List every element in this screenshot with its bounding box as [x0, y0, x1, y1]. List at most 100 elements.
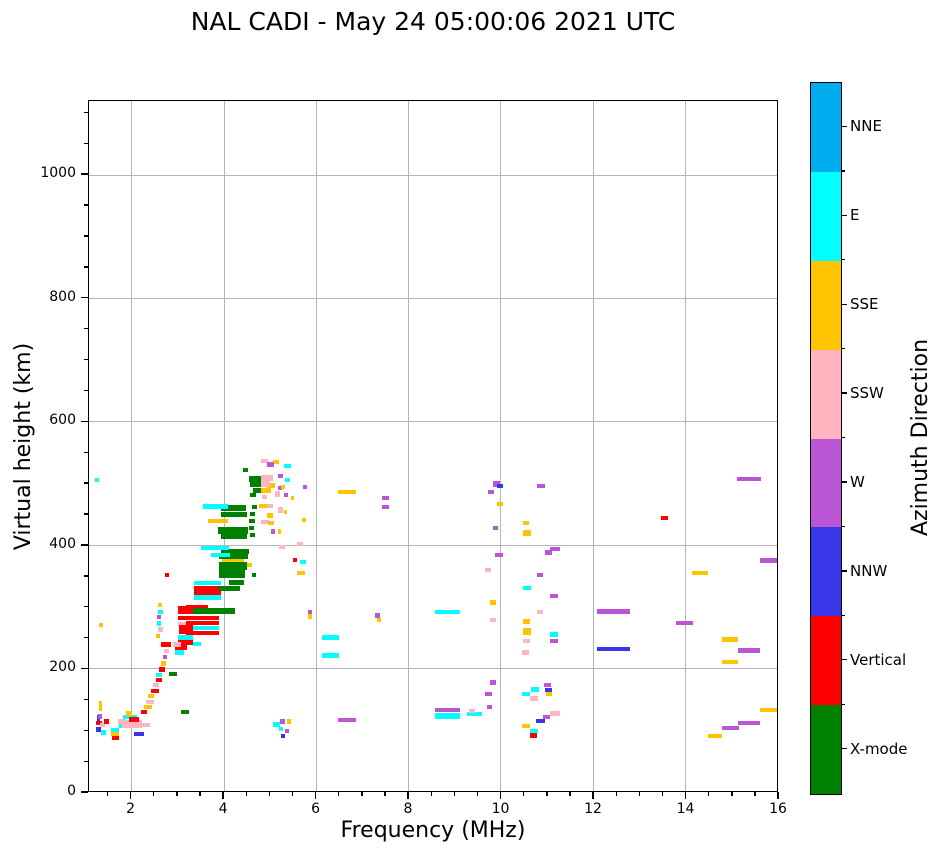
data-point: [522, 628, 531, 635]
data-point: [522, 520, 529, 526]
x-tick-label: 6: [311, 801, 320, 817]
colorbar-segment-nnw: [811, 527, 841, 617]
data-point: [172, 642, 181, 647]
data-point: [175, 645, 188, 650]
x-minor-tick: [523, 792, 525, 796]
data-point: [277, 506, 283, 514]
y-minor-tick: [84, 606, 88, 608]
x-minor-tick: [638, 792, 641, 796]
y-tick: [81, 791, 88, 793]
data-point: [521, 650, 529, 655]
y-gridline: [89, 298, 777, 300]
data-point: [177, 621, 186, 627]
y-tick: [81, 420, 88, 422]
data-point: [220, 534, 247, 540]
data-point: [277, 485, 282, 491]
data-point: [177, 606, 194, 614]
data-point: [220, 548, 250, 555]
x-gridline: [408, 101, 410, 791]
y-tick: [81, 297, 88, 299]
x-minor-tick: [153, 792, 155, 796]
data-point: [158, 667, 165, 672]
x-minor-tick: [546, 792, 548, 796]
colorbar: [810, 82, 842, 795]
data-point: [722, 660, 739, 665]
data-point: [521, 724, 530, 729]
data-point: [155, 677, 162, 683]
y-gridline: [89, 421, 777, 423]
data-point: [545, 691, 552, 696]
data-point: [277, 529, 281, 534]
data-point: [535, 718, 545, 723]
data-point: [489, 680, 496, 685]
data-point: [489, 600, 496, 605]
y-tick: [81, 667, 88, 670]
data-point: [278, 544, 286, 550]
x-gridline: [500, 101, 502, 791]
y-tick-label: 200: [49, 659, 76, 676]
x-minor-tick: [615, 792, 617, 796]
data-point: [487, 490, 494, 495]
colorbar-tick: [841, 570, 847, 572]
x-tick: [777, 792, 779, 799]
data-point: [661, 515, 669, 521]
data-point: [468, 708, 475, 714]
colorbar-title: Azimuth Direction: [908, 338, 934, 537]
colorbar-boundary-tick: [841, 703, 845, 705]
data-point: [297, 570, 306, 576]
data-point: [492, 481, 500, 488]
y-minor-tick: [84, 760, 88, 762]
data-point: [738, 721, 761, 726]
data-point: [220, 505, 246, 511]
data-point: [467, 711, 482, 717]
colorbar-boundary-tick: [841, 436, 845, 439]
data-point: [290, 495, 294, 500]
data-point: [250, 481, 263, 487]
colorbar-tick: [841, 214, 847, 216]
data-point: [377, 617, 382, 622]
data-point: [285, 477, 290, 483]
colorbar-boundary-tick: [841, 348, 845, 350]
data-point: [111, 735, 120, 741]
y-tick-label: 400: [49, 535, 76, 552]
data-point: [280, 719, 285, 724]
data-point: [529, 696, 538, 701]
colorbar-segment-vertical: [811, 616, 841, 706]
colorbar-tick: [841, 481, 847, 483]
data-point: [190, 625, 220, 630]
data-point: [160, 661, 166, 666]
data-point: [307, 609, 312, 614]
data-point: [492, 525, 499, 531]
data-point: [296, 541, 303, 547]
data-point: [219, 553, 248, 559]
data-point: [180, 709, 189, 715]
data-point: [549, 632, 558, 637]
x-tick: [684, 792, 687, 799]
data-point: [736, 477, 761, 482]
x-tick: [592, 792, 594, 799]
y-minor-tick: [84, 389, 88, 392]
data-point: [544, 687, 552, 693]
data-point: [162, 655, 167, 660]
data-point: [133, 732, 144, 737]
y-minor-tick: [84, 111, 88, 114]
data-point: [434, 708, 460, 713]
data-point: [549, 593, 558, 598]
y-minor-tick: [84, 451, 88, 453]
data-point: [489, 617, 496, 622]
colorbar-category-label: SSW: [850, 384, 884, 403]
data-point: [382, 504, 390, 510]
x-minor-tick: [176, 792, 178, 796]
data-point: [177, 635, 194, 640]
x-minor-tick: [199, 792, 201, 796]
x-tick: [222, 792, 224, 799]
data-point: [141, 709, 148, 715]
data-point: [148, 693, 155, 699]
data-point: [521, 692, 530, 697]
data-point: [549, 546, 560, 552]
data-point: [150, 689, 159, 694]
data-point: [251, 504, 257, 510]
x-minor-tick: [569, 792, 571, 796]
x-minor-tick: [338, 792, 340, 796]
data-point: [522, 638, 530, 643]
